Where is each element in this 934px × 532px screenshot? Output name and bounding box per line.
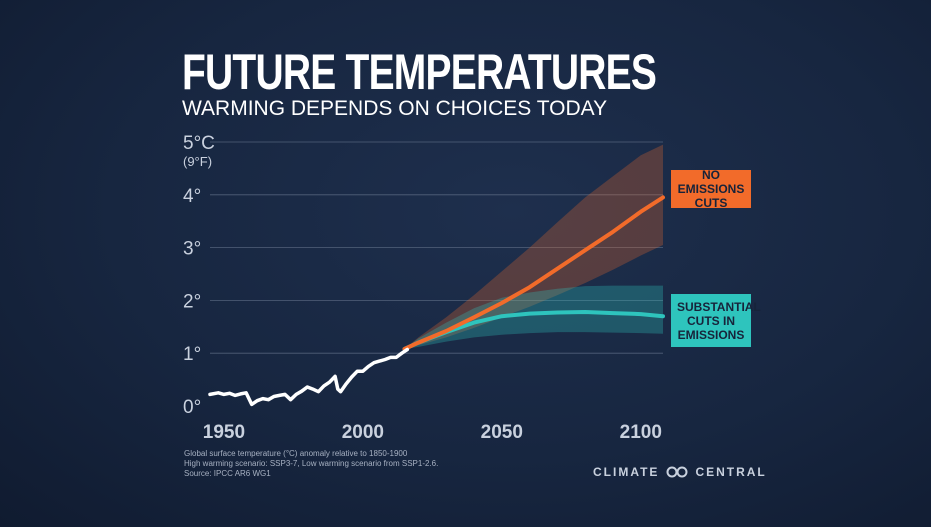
y-tick-label: 5°C [183,133,215,154]
high-scenario-line [402,195,665,351]
x-tick-label: 2100 [620,422,662,443]
x-tick-label: 2050 [481,422,523,443]
y-tick-sublabel: (9°F) [183,154,212,169]
note-line: Global surface temperature (°C) anomaly … [184,449,408,458]
note-line: Source: IPCC AR6 WG1 [184,469,271,478]
high-scenario-callout: NO EMISSIONS CUTS [671,168,751,210]
note-line: High warming scenario: SSP3-7, Low warmi… [184,459,439,468]
chart-subtitle: WARMING DEPENDS ON CHOICES TODAY [182,97,608,120]
high-scenario-range [404,144,663,349]
y-tick-label: 1° [183,344,201,365]
y-tick-label: 0° [183,397,201,418]
chart-title: FUTURE TEMPERATURES [182,44,657,100]
low-scenario-range [404,285,663,349]
y-tick-label: 3° [183,239,201,260]
x-tick-label: 2000 [342,422,384,443]
y-tick-label: 4° [183,186,201,207]
x-tick-label: 1950 [203,422,245,443]
y-tick-label: 2° [183,291,201,312]
linked-rings-icon [666,466,688,478]
brand-logo: CLIMATE CENTRAL [593,465,767,479]
low-scenario-callout: SUBSTANTIAL CUTS IN EMISSIONS [671,294,761,347]
brand-word-right: CENTRAL [695,465,767,479]
historical-line [208,347,410,407]
brand-word-left: CLIMATE [593,465,660,479]
source-notes: Global surface temperature (°C) anomaly … [184,449,438,479]
